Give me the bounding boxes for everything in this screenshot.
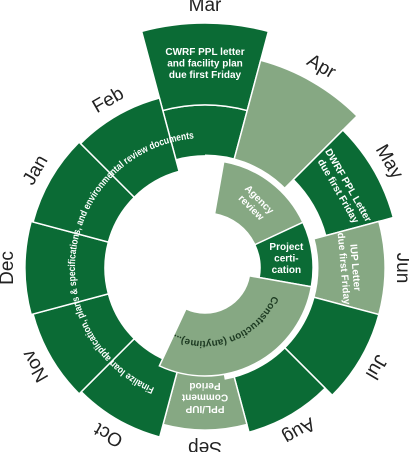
month-label: Dec bbox=[0, 251, 18, 285]
segment bbox=[161, 104, 249, 161]
cert-label-line: Project bbox=[269, 242, 304, 253]
mar-note-line: and facility plan bbox=[167, 59, 243, 70]
month-label: Apr bbox=[303, 50, 340, 83]
sep-note-line: Period bbox=[189, 380, 220, 391]
month-segment bbox=[79, 97, 181, 199]
month-label: Oct bbox=[90, 418, 127, 451]
month-label: Jun bbox=[392, 253, 409, 284]
sep-note-line: PPL/IUP bbox=[185, 403, 224, 414]
month-label: Mar bbox=[189, 0, 222, 16]
jun-note-line: IUP Letter bbox=[347, 244, 362, 292]
sep-note-line: Comment bbox=[181, 392, 228, 403]
cert-label-line: certi- bbox=[274, 254, 298, 265]
month-label: Sep bbox=[188, 437, 222, 452]
gap bbox=[204, 154, 319, 380]
sep-note: PPL/IUPCommentPeriod bbox=[181, 380, 228, 414]
mar-note-line: due first Friday bbox=[169, 70, 242, 81]
month-label: Jul bbox=[361, 351, 391, 383]
mar-note-line: CWRF PPL letter bbox=[165, 47, 244, 58]
month-label: Jan bbox=[19, 152, 53, 189]
mar-note: CWRF PPL letter and facility plan due firs… bbox=[165, 47, 244, 81]
cert-label-line: cation bbox=[272, 265, 301, 276]
month-segment bbox=[32, 141, 136, 244]
month-segment bbox=[24, 220, 110, 316]
cert-label: Project certi-cation bbox=[269, 242, 304, 276]
construction-segment bbox=[158, 274, 313, 377]
